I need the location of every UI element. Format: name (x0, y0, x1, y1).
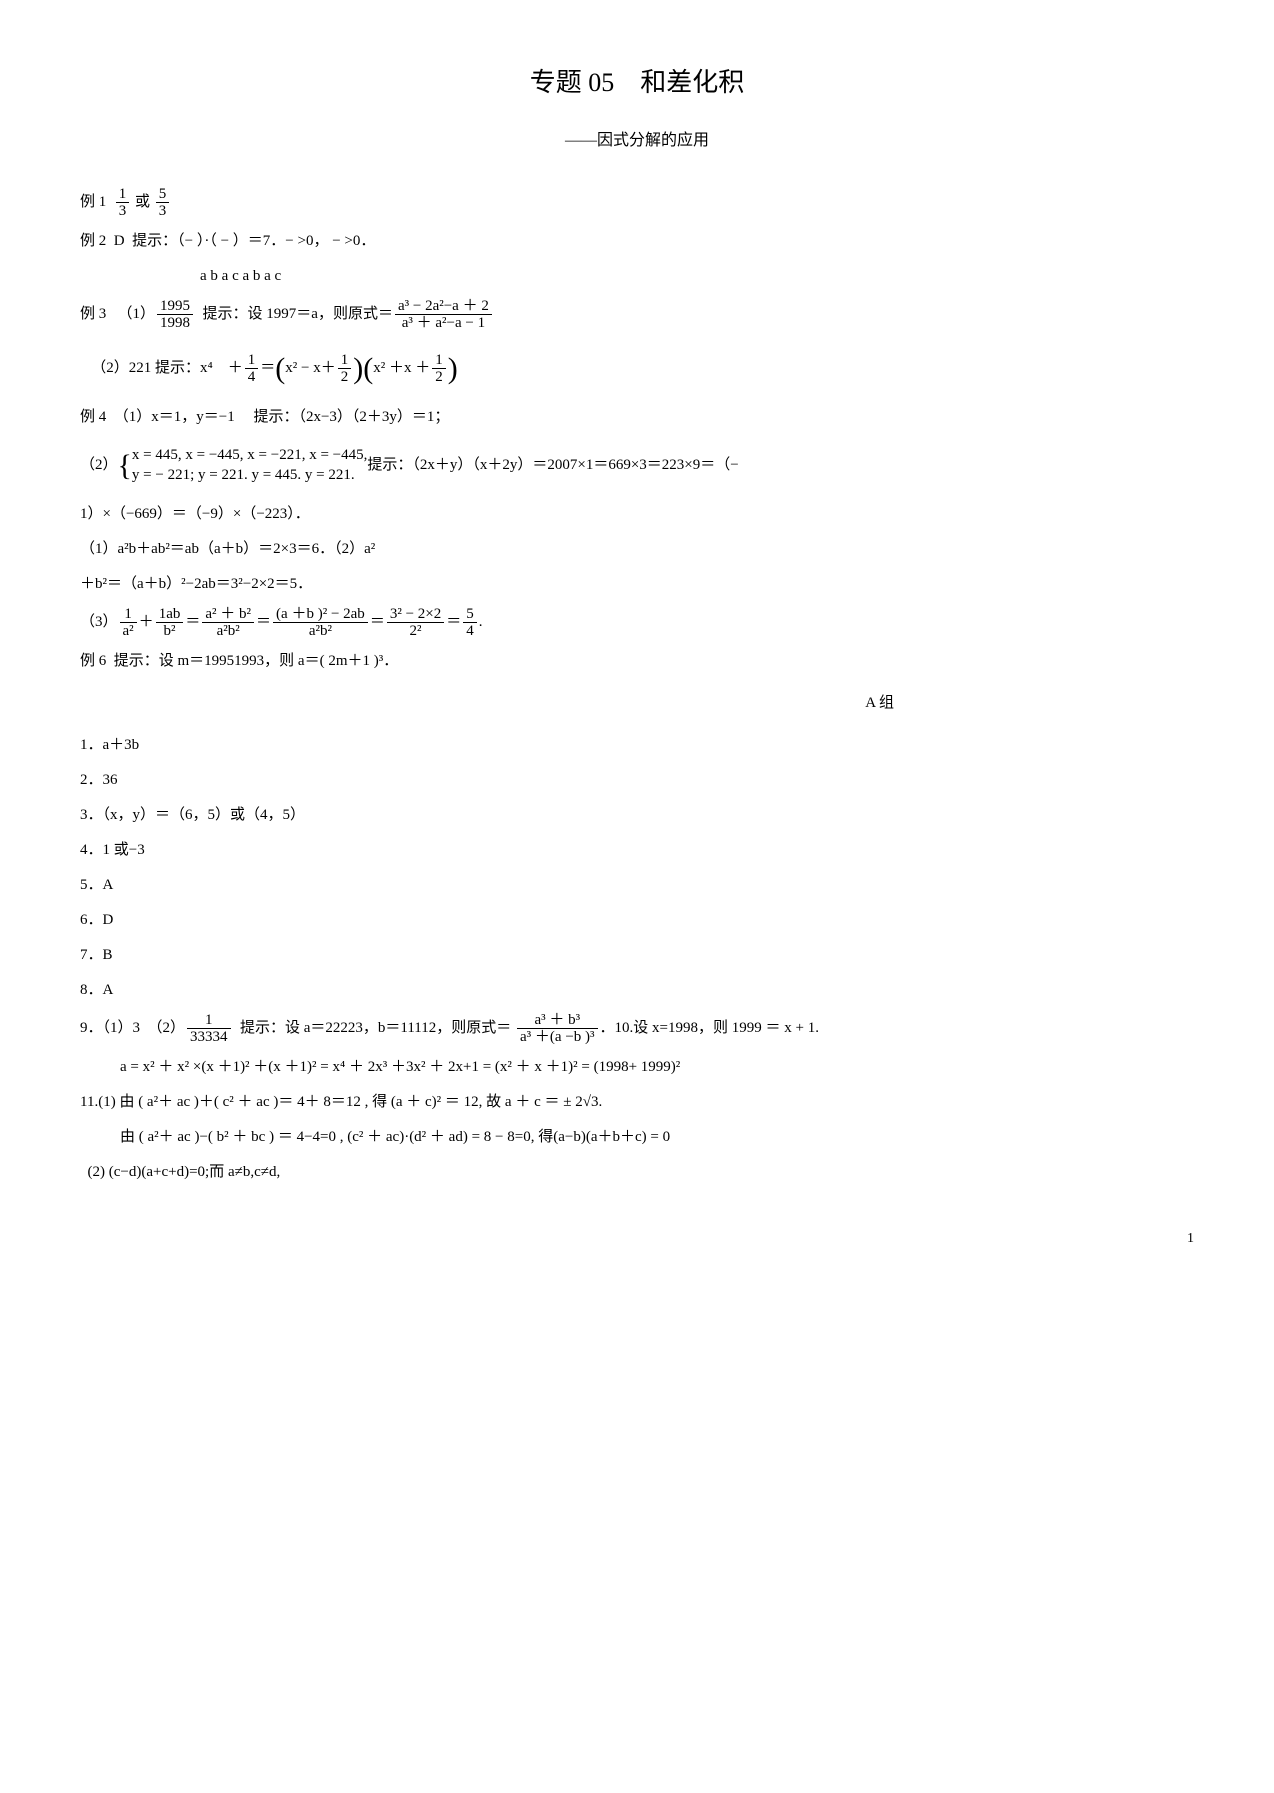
example-4: 例 4 （1）x＝1，y＝−1 提示：（2x−3）（2＋3y）＝1； （2） {… (80, 404, 1194, 528)
ex6-text: 提示：设 m＝19951993，则 a＝( 2m＋1 )³． (114, 648, 398, 675)
ex3-frac2: a³ − 2a²−a ＋ 2 a³ ＋ a²−a − 1 (395, 298, 492, 332)
ex5-f1: 1a² (120, 606, 137, 640)
ex5-f6: 54 (463, 606, 477, 640)
answer-11: 11.(1) 由 ( a²＋ ac )＋( c² ＋ ac )＝ 4＋ 8＝12… (80, 1089, 1194, 1186)
ex5-f4: (a ＋b )² − 2aba²b² (273, 606, 368, 640)
ex3-p2-f3: 1 2 (432, 352, 446, 386)
a9-frac2: a³ ＋ b³ a³ ＋(a −b )³ (517, 1012, 598, 1046)
ex1-label: 例 1 (80, 189, 106, 216)
ex5-f3: a² ＋ b²a²b² (202, 606, 254, 640)
ex3-p2-f1: 1 4 (245, 352, 259, 386)
ex3-rhs: x² ＋x ＋ (373, 355, 430, 382)
answer-2: 2．36 (80, 767, 1194, 794)
example-3: 例 3 （1） 1995 1998 提示：设 1997＝a，则原式＝ a³ − … (80, 298, 1194, 396)
answer-9: 9．（1）3 （2） 1 33334 提示：设 a＝22223，b＝11112，… (80, 1012, 1194, 1046)
ex5-eq1: ＝ (185, 609, 200, 636)
ex1-or: 或 (135, 189, 150, 216)
example-5: （1）a²b＋ab²＝ab（a＋b）＝2×3＝6．（2）a² ＋b²＝（a＋b）… (80, 536, 1194, 640)
page-title: 专题 05 和差化积 (80, 60, 1194, 107)
a9-frac1: 1 33334 (187, 1012, 231, 1046)
answer-3: 3．（x，y）＝（6，5）或（4，5） (80, 802, 1194, 829)
ex5-part1b: ＋b²＝（a＋b）²−2ab＝3²−2×2＝5． (80, 571, 312, 598)
answer-7: 7．B (80, 942, 1194, 969)
ex4-part2-pre: （2） (80, 452, 118, 479)
ex2-answer: D (114, 228, 125, 255)
ex4-part1: （1）x＝1，y＝−1 提示：（2x−3）（2＋3y）＝1； (114, 404, 450, 431)
page-number: 1 (80, 1226, 1194, 1251)
page-subtitle: ——因式分解的应用 (80, 127, 1194, 156)
a10-line: a = x² ＋ x² ×(x ＋1)² ＋(x ＋1)² = x⁴ ＋ 2x³… (120, 1054, 680, 1081)
ex3-part2: （2）221 提示：x⁴ ＋ (91, 355, 242, 382)
ex3-p2-f2: 1 2 (338, 352, 352, 386)
ex1-frac1: 1 3 (116, 186, 130, 220)
answer-5: 5．A (80, 872, 1194, 899)
ex4-hint: 提示：（2x＋y）（x＋2y）＝2007×1＝669×3＝223×9＝（− (367, 452, 738, 479)
answer-10: a = x² ＋ x² ×(x ＋1)² ＋(x ＋1)² = x⁴ ＋ 2x³… (120, 1054, 1194, 1081)
ex3-frac1: 1995 1998 (157, 298, 193, 332)
ex2-vars: a b a c a b a c (200, 263, 281, 290)
a9-tail: ．10.设 x=1998，则 1999 ＝ x + 1. (600, 1015, 819, 1042)
answer-8: 8．A (80, 977, 1194, 1004)
a11-line1: 由 ( a²＋ ac )＋( c² ＋ ac )＝ 4＋ 8＝12 , 得 (a… (119, 1089, 602, 1116)
example-1: 例 1 1 3 或 5 3 (80, 186, 1194, 220)
ex4-tail: 1）×（−669）＝（−9）×（−223）． (80, 501, 310, 528)
ex5-eq4: ＝ (446, 609, 461, 636)
a11-part2: (2) (88, 1159, 106, 1186)
ex5-part3-label: （3） (80, 609, 118, 636)
ex5-part1: （1）a²b＋ab²＝ab（a＋b）＝2×3＝6．（2）a² (80, 536, 375, 563)
ex3-eq: ＝ (260, 355, 275, 382)
ex5-eq2: ＝ (256, 609, 271, 636)
ex3-lhs: x² − x＋ (285, 355, 335, 382)
ex3-label: 例 3 (80, 301, 106, 328)
ex5-eq3: ＝ (370, 609, 385, 636)
ex5-f5: 3² − 2×22² (387, 606, 444, 640)
ex5-plus: ＋ (139, 609, 154, 636)
example-6: 例 6 提示：设 m＝19951993，则 a＝( 2m＋1 )³． (80, 648, 1194, 675)
a11-line3: (c−d)(a+c+d)=0;而 a≠b,c≠d, (109, 1159, 281, 1186)
ex4-cases: x = 445, x = −445, x = −221, x = −445, y… (132, 446, 367, 485)
a9-text: 9．（1）3 （2） (80, 1015, 185, 1042)
ex3-part1-label: （1） (118, 301, 156, 328)
answer-4: 4．1 或−3 (80, 837, 1194, 864)
example-2: 例 2 D 提示：（− ）·（ − ）＝7．− >0， − >0． a b a … (80, 228, 1194, 290)
ex4-label: 例 4 (80, 404, 106, 431)
a11-line2: 由 ( a²＋ ac )−( b² ＋ bc ) ＝ 4−4=0 , (c² ＋… (120, 1124, 670, 1151)
a11-label: 11.(1) (80, 1089, 116, 1116)
ex5-f2: 1abb² (156, 606, 184, 640)
ex1-frac2: 5 3 (156, 186, 170, 220)
group-a-label: A 组 (80, 690, 1194, 717)
ex2-label: 例 2 (80, 228, 106, 255)
answer-6: 6．D (80, 907, 1194, 934)
ex5-period: . (479, 609, 483, 636)
ex2-hint: 提示：（− ）·（ − ）＝7．− >0， − >0． (132, 228, 375, 255)
ex3-hint1: 提示：设 1997＝a，则原式＝ (203, 301, 393, 328)
a9-hint: 提示：设 a＝22223，b＝11112，则原式＝ (240, 1015, 511, 1042)
answer-1: 1．a＋3b (80, 732, 1194, 759)
ex6-label: 例 6 (80, 648, 106, 675)
